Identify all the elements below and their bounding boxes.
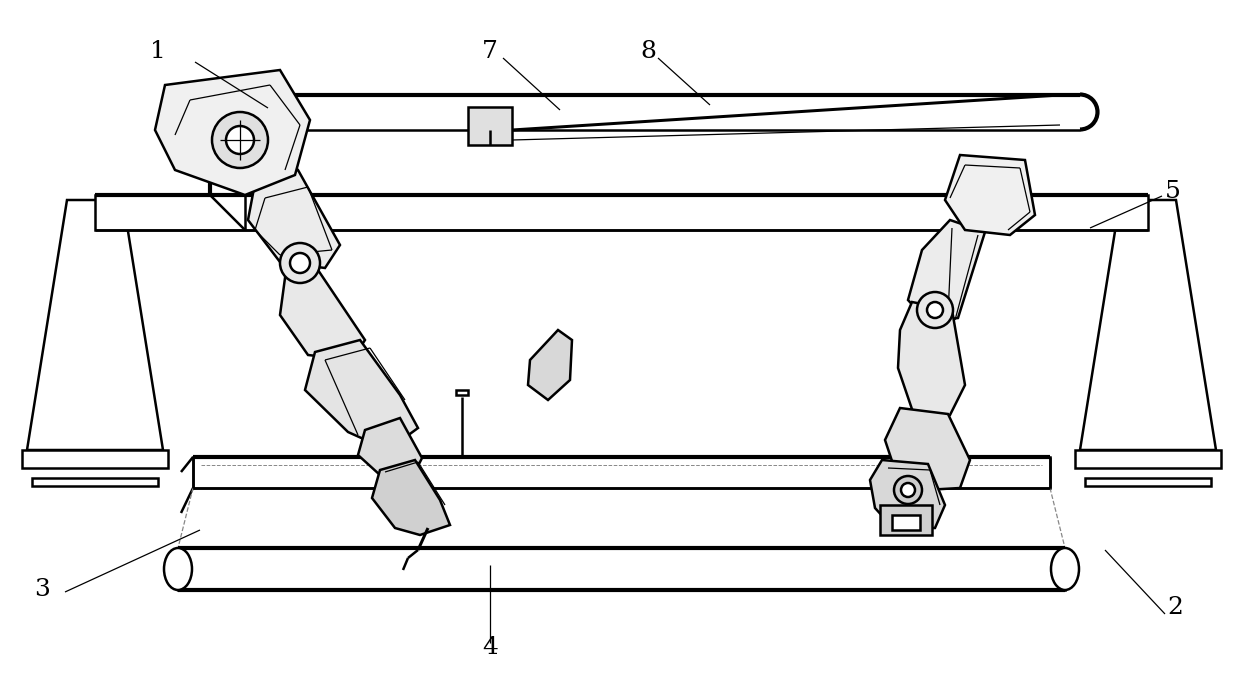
Text: 5: 5 [1165, 180, 1181, 203]
Polygon shape [870, 460, 945, 530]
Text: 4: 4 [482, 637, 498, 660]
Polygon shape [908, 220, 985, 322]
Circle shape [917, 292, 953, 328]
Polygon shape [898, 302, 965, 418]
Ellipse shape [1051, 548, 1079, 590]
Circle shape [290, 253, 310, 273]
Polygon shape [248, 170, 339, 268]
Circle shape [895, 476, 922, 504]
Text: 3: 3 [33, 579, 50, 602]
Polygon shape [193, 457, 1049, 488]
Circle shape [212, 112, 268, 168]
Bar [1085, 478, 1211, 486]
Circle shape [225, 126, 254, 154]
Circle shape [280, 243, 320, 283]
Bar [32, 478, 159, 486]
Polygon shape [178, 548, 1066, 590]
Text: 8: 8 [641, 41, 655, 64]
Polygon shape [27, 200, 164, 450]
Polygon shape [305, 340, 418, 450]
Polygon shape [885, 408, 970, 490]
Text: 2: 2 [1167, 596, 1183, 619]
Polygon shape [155, 70, 310, 195]
Circle shape [927, 302, 943, 318]
Bar [892, 515, 921, 530]
Polygon shape [372, 460, 450, 535]
Polygon shape [280, 270, 366, 360]
Bar [468, 107, 512, 145]
Polygon shape [945, 155, 1035, 235]
Polygon shape [95, 195, 1149, 230]
Bar [456, 390, 468, 395]
Bar [1075, 450, 1220, 468]
Ellipse shape [164, 548, 192, 590]
Text: 7: 7 [482, 41, 498, 64]
Circle shape [901, 483, 914, 497]
Polygon shape [358, 418, 422, 478]
Polygon shape [528, 330, 572, 400]
Bar [22, 450, 169, 468]
Text: 1: 1 [150, 41, 166, 64]
Bar [880, 505, 932, 535]
Polygon shape [1080, 200, 1215, 450]
